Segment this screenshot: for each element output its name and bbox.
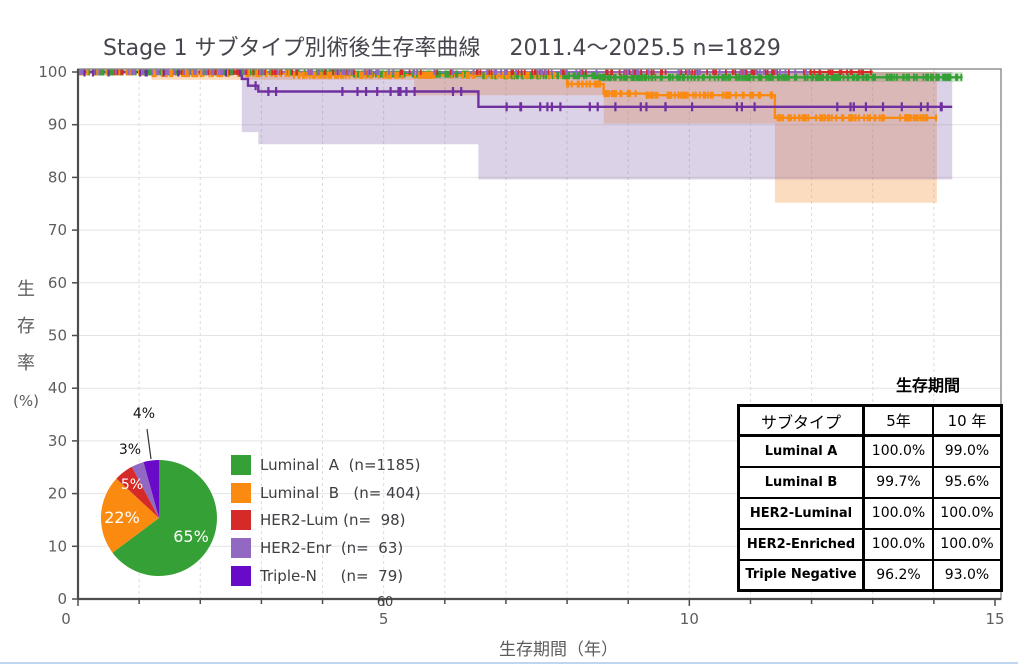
legend-label: HER2-Enr (n= 63) bbox=[260, 538, 404, 557]
table-value-cell: 100.0% bbox=[862, 434, 934, 468]
x-axis-stray-label: 60 bbox=[376, 595, 394, 610]
bottom-edge-line bbox=[0, 662, 1018, 664]
table-value-cell: 96.2% bbox=[862, 558, 934, 592]
y-axis-title-char: 生 bbox=[17, 279, 35, 300]
table-row-label: HER2-Enriched bbox=[737, 527, 865, 561]
pie-slice-her2-enr bbox=[131, 462, 159, 518]
axis-tick-label: 0 bbox=[61, 610, 71, 628]
legend: Luminal A (n=1185) Luminal B (n= 404) HER2… bbox=[231, 451, 421, 589]
legend-label: Luminal A (n=1185) bbox=[260, 455, 421, 474]
axis-tick-label: 40 bbox=[48, 379, 67, 397]
pie-slice-luminal-a bbox=[112, 460, 217, 576]
ci-band-triple-n bbox=[241, 72, 953, 180]
table-row: Luminal A 100.0% 99.0% bbox=[737, 434, 1003, 468]
pie-label-luminal-b: 22% bbox=[104, 508, 140, 527]
table-row-label: Luminal B bbox=[737, 465, 865, 499]
censor-ticks-her2-enr bbox=[79, 69, 807, 75]
axis-tick-label: 50 bbox=[48, 327, 67, 345]
pie-slice-triple-n bbox=[143, 460, 159, 518]
table-value-cell: 100.0% bbox=[862, 496, 934, 530]
axis-tick-label: 80 bbox=[48, 168, 67, 186]
table-value-cell: 95.6% bbox=[932, 465, 1003, 499]
legend-label: HER2-Lum (n= 98) bbox=[260, 511, 406, 530]
legend-item-her2-lum: HER2-Lum (n= 98) bbox=[231, 506, 421, 534]
table-row: Triple Negative 96.2% 93.0% bbox=[737, 558, 1003, 592]
table-header-cell: 10 年 bbox=[932, 404, 1003, 437]
table-value-cell: 99.0% bbox=[932, 434, 1003, 468]
table-header-cell: 5年 bbox=[862, 404, 934, 437]
pie-label-triple-n: 4% bbox=[133, 406, 155, 422]
plot-area bbox=[78, 69, 963, 203]
legend-item-triple-n: Triple-N (n= 79) bbox=[231, 562, 421, 590]
table-value-cell: 93.0% bbox=[932, 558, 1003, 592]
pie-label-leader-line bbox=[146, 428, 152, 460]
x-axis-title: 生存期間（年） bbox=[499, 640, 618, 660]
pie-label-luminal-a: 65% bbox=[173, 527, 209, 546]
table-value-cell: 99.7% bbox=[862, 465, 934, 499]
y-axis-title: 生存率 (%) bbox=[10, 274, 42, 422]
y-axis-title-char: (%) bbox=[13, 392, 39, 410]
table-header-cell: サブタイプ bbox=[737, 404, 865, 437]
legend-item-her2-enr: HER2-Enr (n= 63) bbox=[231, 534, 421, 562]
table-title: 生存期間 bbox=[895, 376, 960, 395]
legend-swatch-her2-lum bbox=[231, 510, 251, 531]
axis-tick-label: 10 bbox=[680, 610, 699, 628]
survival-table: サブタイプ 5年 10 年 Luminal A 100.0% 99.0% Luminal B… bbox=[737, 404, 1003, 592]
pie-label-her2-enr: 3% bbox=[119, 442, 141, 458]
legend-item-luminal-b: Luminal B (n= 404) bbox=[231, 479, 421, 507]
table-row-label: Luminal A bbox=[737, 434, 865, 468]
table-row-label: HER2-Luminal bbox=[737, 496, 865, 530]
axis-tick-label: 15 bbox=[985, 610, 1004, 628]
table-row: HER2-Enriched 100.0% 100.0% bbox=[737, 527, 1003, 561]
chart-title: Stage 1 サブタイプ別術後生存率曲線 2011.4～2025.5 n=18… bbox=[103, 36, 781, 61]
axis-tick-label: 0 bbox=[57, 590, 67, 608]
legend-swatch-luminal-a bbox=[231, 454, 251, 475]
axis-tick-label: 20 bbox=[48, 485, 67, 503]
pie-slice-her2-lum bbox=[116, 466, 159, 518]
y-axis-title-char: 存 bbox=[17, 316, 35, 337]
axis-tick-label: 100 bbox=[38, 63, 67, 81]
legend-label: Luminal B (n= 404) bbox=[260, 483, 421, 502]
table-value-cell: 100.0% bbox=[932, 527, 1003, 561]
y-axis-title-char: 率 bbox=[17, 353, 35, 374]
axis-tick-label: 30 bbox=[48, 432, 67, 450]
table-row-label: Triple Negative bbox=[737, 558, 865, 592]
pie-label-her2-lum: 5% bbox=[121, 477, 143, 493]
table-value-cell: 100.0% bbox=[932, 496, 1003, 530]
axis-tick-label: 5 bbox=[379, 610, 389, 628]
axis-tick-label: 10 bbox=[48, 537, 67, 555]
axis-tick-label: 70 bbox=[48, 221, 67, 239]
table-row: Luminal B 99.7% 95.6% bbox=[737, 465, 1003, 499]
legend-label: Triple-N (n= 79) bbox=[260, 566, 404, 585]
legend-swatch-luminal-b bbox=[231, 482, 251, 503]
censor-ticks-triple-n bbox=[83, 69, 943, 112]
legend-item-luminal-a: Luminal A (n=1185) bbox=[231, 451, 421, 479]
ci-band-luminal-b bbox=[151, 72, 937, 203]
legend-swatch-triple-n bbox=[231, 565, 251, 586]
axes bbox=[72, 69, 1001, 606]
table-row: HER2-Luminal 100.0% 100.0% bbox=[737, 496, 1003, 530]
pie-chart: 65% 22% 5% 3% 4% bbox=[100, 406, 217, 576]
legend-swatch-her2-enr bbox=[231, 537, 251, 558]
pie-slice-luminal-b bbox=[100, 478, 159, 553]
axis-tick-label: 60 bbox=[48, 274, 67, 292]
table-value-cell: 100.0% bbox=[862, 527, 934, 561]
table-header-row: サブタイプ 5年 10 年 bbox=[737, 404, 1003, 437]
axis-tick-label: 90 bbox=[48, 116, 67, 134]
